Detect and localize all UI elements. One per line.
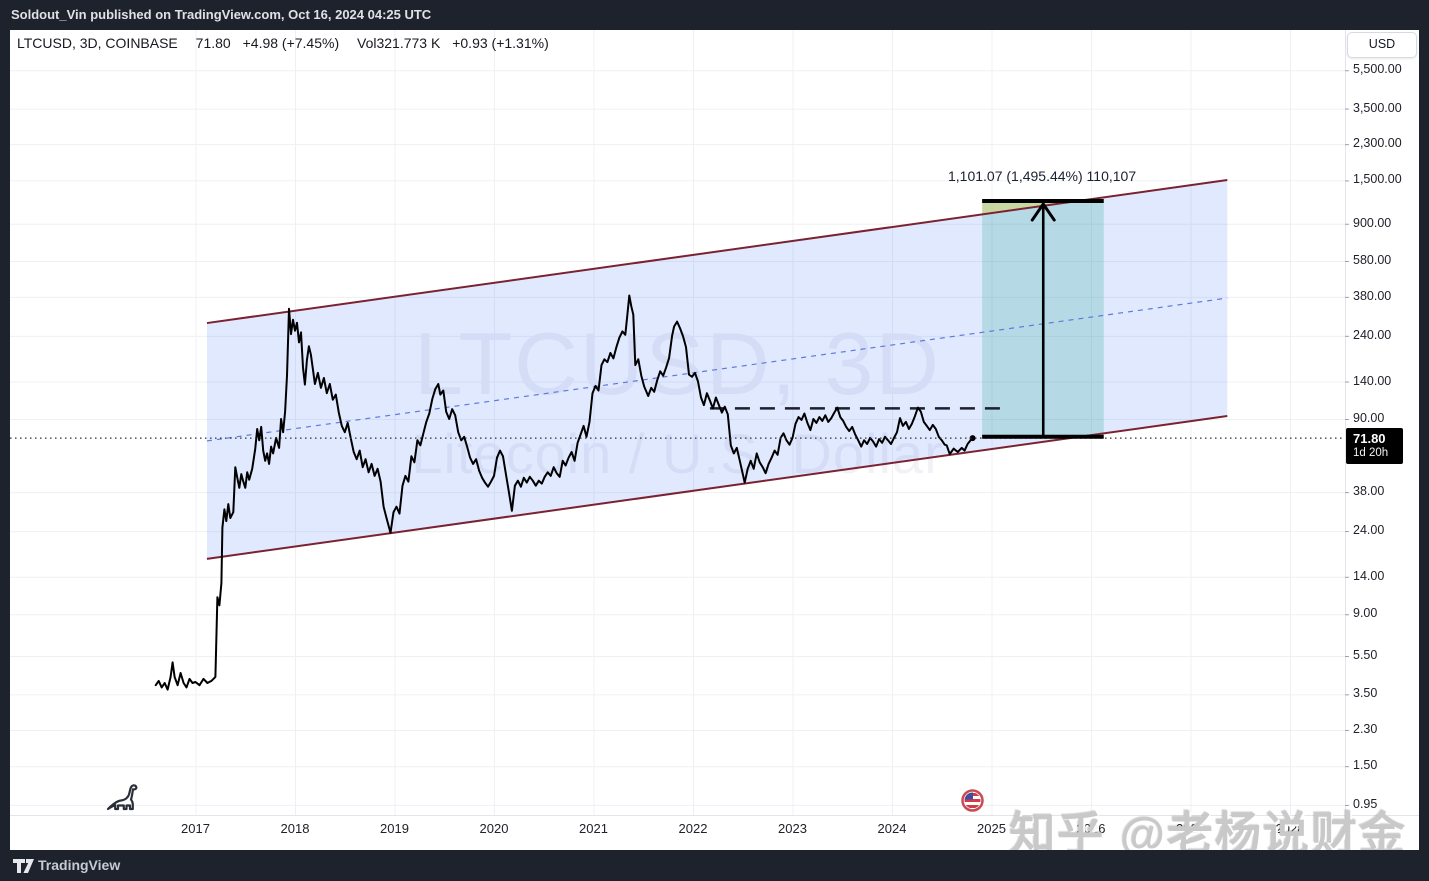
price-axis-label: 2.30 (1353, 721, 1378, 736)
price-axis-label: 14.00 (1353, 568, 1385, 583)
time-axis-label: 2025 (977, 821, 1006, 836)
chart-canvas[interactable] (10, 30, 1345, 815)
price-axis-label: 24.00 (1353, 523, 1385, 538)
last-price-value: 71.80 (1353, 431, 1386, 446)
price-axis-label: 2,300.00 (1353, 136, 1402, 151)
price-axis-label: 140.00 (1353, 373, 1392, 388)
legend-volume-value: 321.773 K (376, 35, 441, 51)
price-axis-label: 5,500.00 (1353, 62, 1402, 77)
time-axis-label: 2021 (579, 821, 608, 836)
publisher-text: Soldout_Vin published on TradingView.com… (11, 7, 432, 22)
time-axis-label: 2024 (877, 821, 907, 836)
price-axis-label: 9.00 (1353, 606, 1378, 621)
time-axis-label: 2017 (181, 821, 210, 836)
last-price-badge: 71.80 1d 20h (1346, 428, 1403, 464)
time-axis-label: 2018 (280, 821, 310, 836)
time-axis-label: 2022 (678, 821, 708, 836)
bar-close-countdown: 1d 20h (1353, 447, 1389, 459)
price-axis-label: 38.00 (1353, 484, 1385, 499)
legend-volume-label: Vol (357, 35, 377, 51)
price-axis-label: 0.95 (1353, 796, 1378, 811)
time-axis-label: 2019 (380, 821, 409, 836)
brand-bottombar: TradingView (0, 850, 1429, 881)
time-axis-label: 2023 (778, 821, 807, 836)
legend-last-price: 71.80 (195, 35, 231, 51)
price-axis-label: 240.00 (1353, 327, 1392, 342)
time-axis-label: 2027 (1176, 821, 1205, 836)
publisher-topbar: Soldout_Vin published on TradingView.com… (0, 0, 1429, 30)
price-axis-label: 900.00 (1353, 215, 1392, 230)
legend: LTCUSD, 3D, COINBASE 71.80 +4.98 (+7.45%… (17, 35, 549, 51)
price-axis-label: 90.00 (1353, 411, 1385, 425)
price-axis-label: 580.00 (1353, 252, 1392, 267)
price-axis-label: 3,500.00 (1353, 100, 1402, 115)
time-axis-label: 2026 (1076, 821, 1106, 836)
price-axis-label: 1,500.00 (1353, 172, 1402, 187)
legend-change: +4.98 (+7.45%) (242, 35, 340, 51)
tradingview-logo-icon[interactable] (13, 858, 35, 874)
time-axis-label: 2020 (479, 821, 509, 836)
price-axis-label: 5.50 (1353, 648, 1378, 663)
price-axis-label: 3.50 (1353, 686, 1378, 701)
legend-symbol[interactable]: LTCUSD, 3D, COINBASE (17, 35, 178, 51)
currency-button[interactable]: USD (1347, 32, 1417, 58)
time-axis-label: 2028 (1275, 821, 1305, 836)
price-axis-label: 1.50 (1353, 758, 1378, 773)
price-axis-label: 380.00 (1353, 288, 1392, 303)
legend-volume-change: +0.93 (+1.31%) (452, 35, 549, 51)
price-target-annotation: 1,101.07 (1,495.44%) 110,107 (948, 168, 1137, 184)
tradingview-logo-text[interactable]: TradingView (38, 857, 121, 873)
